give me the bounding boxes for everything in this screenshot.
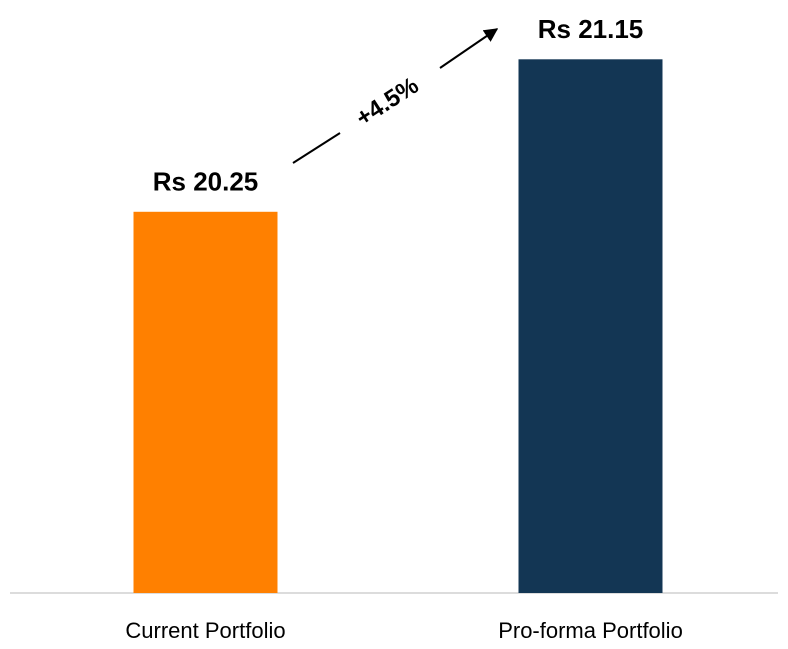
x-tick-label: Pro-forma Portfolio [498, 618, 683, 643]
value-label: Rs 21.15 [538, 14, 644, 44]
bar [518, 59, 663, 594]
value-label: Rs 20.25 [153, 167, 259, 197]
arrow-tail [292, 132, 341, 164]
arrow-head [439, 28, 499, 69]
x-tick-label: Current Portfolio [125, 618, 285, 643]
bar [133, 211, 278, 594]
growth-annotation: +4.5% [351, 72, 423, 132]
